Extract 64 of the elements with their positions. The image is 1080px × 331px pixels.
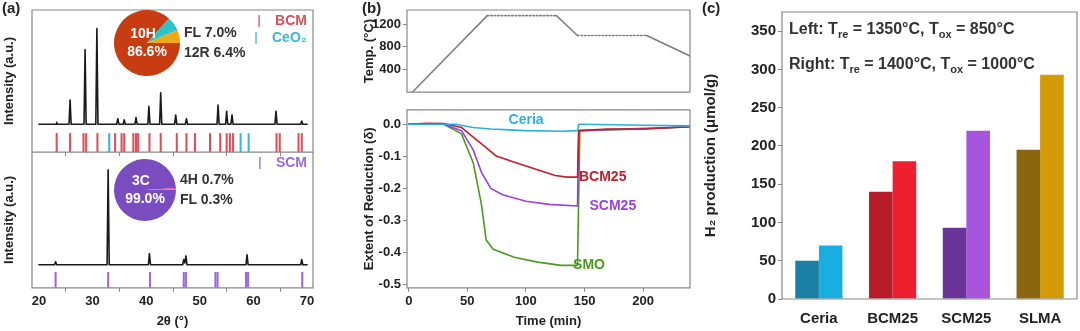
y-tick-label: 800 <box>379 38 401 54</box>
y-tick-label: -0.5 <box>378 276 401 292</box>
bar <box>1016 149 1041 299</box>
data-label: 99.0% <box>125 189 166 206</box>
x-tick-label: 200 <box>632 293 654 309</box>
y-tick-label: 150 <box>750 174 776 192</box>
x-tick-label: 0 <box>405 293 413 309</box>
bar <box>795 260 819 299</box>
bar <box>1040 74 1064 299</box>
slice-label: FL 0.3% <box>180 190 234 207</box>
y-tick-label: 50 <box>759 250 776 268</box>
slice-label: 12R 6.4% <box>184 43 247 60</box>
y-tick-label: 400 <box>379 61 401 77</box>
y-axis-title: H₂ production (μmol/g) <box>701 73 719 238</box>
y-tick-label: -0.1 <box>378 147 401 163</box>
y-tick-label: -0.4 <box>378 244 402 260</box>
legend-label: SCM <box>275 153 308 170</box>
legend-label: BCM <box>275 11 308 28</box>
x-tick-label: 100 <box>515 293 537 309</box>
y-tick-label: -0.2 <box>378 179 401 195</box>
bar <box>818 245 843 299</box>
y-axis-title: Extent of Reduction (δ) <box>361 127 377 271</box>
x-tick-label: 30 <box>85 293 100 309</box>
y-tick-label: 100 <box>750 212 776 230</box>
x-tick-label: 150 <box>573 293 596 309</box>
y-axis-title: Intensity (a.u.) <box>1 36 17 126</box>
annotation: Left: T$_{re}$ = 1350°C, T$_{ox}$ = 850°C <box>789 19 1016 43</box>
legend-label: CeO₂ <box>271 28 308 45</box>
chart-title: (c) <box>702 0 721 16</box>
bar <box>869 191 893 299</box>
x-tick-label: 50 <box>192 293 208 309</box>
y-tick-label: 0.0 <box>382 115 401 131</box>
slice-label: 4H 0.7% <box>180 170 235 187</box>
bar <box>966 130 990 299</box>
x-tick-label: 60 <box>246 293 261 309</box>
y-tick-label: -0.3 <box>378 212 401 228</box>
x-tick-label: SLMA <box>1018 309 1062 327</box>
x-tick-label: BCM25 <box>867 309 919 327</box>
y-tick-label: 200 <box>750 136 776 154</box>
x-tick-label: 70 <box>299 293 315 309</box>
bar <box>942 227 967 299</box>
slice-label: 3C <box>132 171 150 188</box>
x-tick-label: SCM25 <box>941 309 992 327</box>
y-tick-label: 350 <box>750 21 776 39</box>
chart-title: (b) <box>362 0 382 16</box>
series-label: BCM25 <box>578 168 627 185</box>
annotation: Right: T$_{re}$ = 1400°C, T$_{ox}$ = 1000°C <box>789 54 1035 78</box>
slice-label: 10H <box>130 24 156 41</box>
x-tick-label: 20 <box>31 293 47 309</box>
x-tick-label: Ceria <box>800 309 839 327</box>
x-axis-title: 2θ (°) <box>156 312 189 328</box>
bar <box>892 161 917 299</box>
y-axis-title: Intensity (a.u.) <box>1 175 17 264</box>
data-label: 86.6% <box>127 42 168 59</box>
y-tick-label: 250 <box>750 97 776 115</box>
series-label: SMO <box>573 256 606 273</box>
slice-label: FL 7.0% <box>184 23 238 40</box>
x-tick-label: 50 <box>460 293 475 309</box>
series-label: Ceria <box>508 111 544 128</box>
x-tick-label: 40 <box>138 293 154 309</box>
y-tick-label: 300 <box>750 59 776 77</box>
series-label: SCM25 <box>589 196 637 213</box>
chart-title: (a) <box>2 0 21 16</box>
x-axis-title: Time (min) <box>515 312 582 328</box>
